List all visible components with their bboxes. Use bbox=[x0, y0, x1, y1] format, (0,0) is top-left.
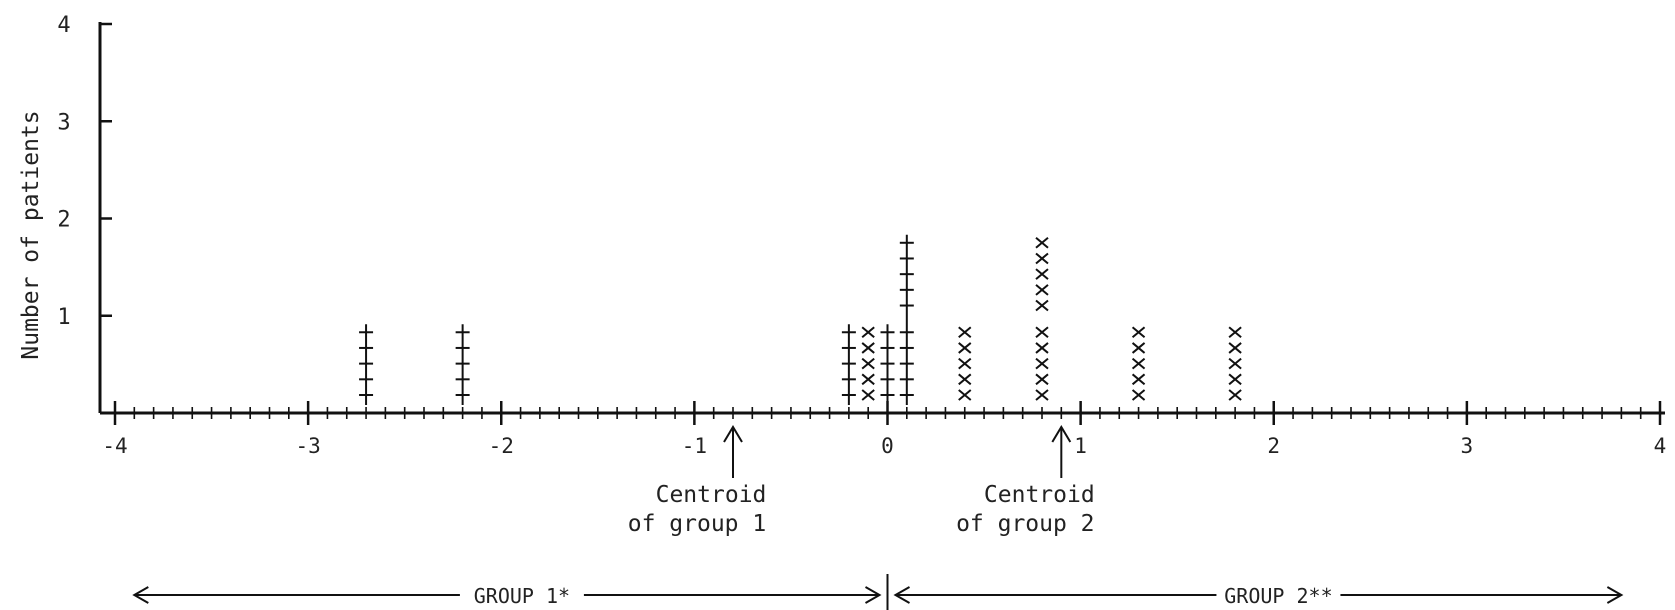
cross-marker bbox=[1035, 268, 1049, 280]
group-label: GROUP 2** bbox=[1224, 584, 1332, 608]
cross-marker bbox=[958, 342, 972, 354]
cross-marker bbox=[1228, 342, 1242, 354]
cross-marker bbox=[1035, 357, 1049, 370]
y-axis-label: Number of patients bbox=[18, 110, 44, 359]
cross-marker bbox=[861, 389, 875, 401]
centroid-annotations: Centroid of group 1 Centroid of group 2 bbox=[628, 425, 1095, 537]
cross-marker bbox=[861, 357, 875, 370]
cross-marker bbox=[1131, 357, 1146, 370]
x-tick-label: 2 bbox=[1267, 434, 1280, 458]
x-tick-label: 0 bbox=[881, 434, 894, 458]
cross-marker bbox=[1035, 326, 1049, 339]
cross-marker bbox=[861, 342, 875, 354]
y-tick-label: 2 bbox=[57, 208, 70, 233]
axes: -4 -3 -2 -1 0 1 2 3 4 1 2 3 4 bbox=[57, 13, 1666, 458]
x-tick-label: -1 bbox=[682, 434, 707, 458]
cross-marker bbox=[861, 326, 875, 339]
group-arrowhead-right bbox=[865, 586, 882, 604]
cross-marker bbox=[1131, 389, 1146, 401]
cross-marker bbox=[861, 373, 875, 386]
cross-marker bbox=[958, 373, 972, 386]
group-arrowhead-right bbox=[1606, 586, 1624, 604]
y-tick-label: 4 bbox=[57, 13, 70, 38]
cross-marker bbox=[958, 357, 972, 370]
cross-marker bbox=[1035, 342, 1049, 354]
cross-marker bbox=[1035, 299, 1049, 312]
x-tick-label: 3 bbox=[1461, 434, 1474, 458]
cross-marker bbox=[1035, 373, 1049, 386]
data-marks bbox=[359, 234, 1242, 405]
cross-marker bbox=[1228, 389, 1242, 401]
plus-column bbox=[841, 324, 856, 405]
centroid-label: Centroid bbox=[984, 482, 1095, 508]
cross-marker bbox=[1035, 237, 1049, 249]
centroid-arrowhead bbox=[1051, 425, 1072, 443]
x-tick-label: -4 bbox=[102, 434, 127, 458]
cross-marker bbox=[1228, 357, 1242, 370]
y-tick-label: 1 bbox=[57, 305, 70, 330]
group-label: GROUP 1* bbox=[474, 584, 570, 608]
cross-marker bbox=[1131, 373, 1146, 386]
group-arrowhead-left bbox=[893, 586, 910, 604]
cross-marker bbox=[958, 326, 972, 339]
cross-column bbox=[958, 326, 972, 401]
cross-marker bbox=[1228, 326, 1242, 339]
plus-column bbox=[455, 324, 470, 405]
plus-column bbox=[899, 234, 914, 405]
x-tick-label: -2 bbox=[489, 434, 514, 458]
centroid-arrowhead bbox=[723, 425, 743, 443]
cross-column bbox=[1131, 326, 1146, 401]
centroid-label: of group 1 bbox=[628, 511, 766, 537]
y-tick-label: 3 bbox=[57, 110, 70, 135]
cross-column bbox=[1035, 237, 1049, 401]
centroid-label: Centroid bbox=[656, 482, 767, 508]
x-tick-label: 4 bbox=[1654, 434, 1667, 458]
plus-column bbox=[359, 324, 374, 405]
centroid-label: of group 2 bbox=[956, 511, 1094, 537]
cross-marker bbox=[1035, 389, 1049, 401]
cross-marker bbox=[1035, 252, 1049, 265]
cross-marker bbox=[958, 389, 972, 401]
cross-marker bbox=[1035, 284, 1049, 296]
cross-marker bbox=[1131, 326, 1146, 339]
x-tick-label: -3 bbox=[295, 434, 320, 458]
x-tick-label: 1 bbox=[1074, 434, 1087, 458]
cross-column bbox=[1228, 326, 1242, 401]
group-arrowhead-left bbox=[132, 586, 149, 604]
cross-column bbox=[861, 326, 875, 401]
plus-column bbox=[880, 324, 895, 405]
group-ranges: GROUP 1* GROUP 2** bbox=[132, 574, 1624, 610]
cross-marker bbox=[1131, 342, 1146, 354]
cross-marker bbox=[1228, 373, 1242, 386]
